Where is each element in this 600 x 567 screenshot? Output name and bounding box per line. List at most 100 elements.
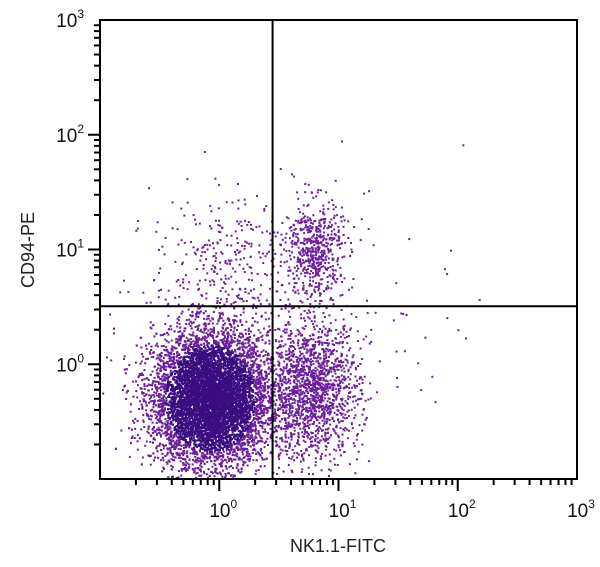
data-point [171, 459, 174, 462]
data-point [133, 437, 136, 439]
data-point [205, 362, 208, 365]
data-point [213, 365, 216, 368]
data-point [248, 387, 250, 390]
data-point [190, 404, 193, 406]
data-point [159, 364, 162, 367]
data-point [182, 343, 185, 346]
data-point [246, 352, 249, 355]
data-point [241, 426, 244, 429]
data-point [169, 363, 172, 366]
data-point [179, 454, 181, 457]
data-point [215, 432, 218, 435]
data-point [240, 470, 243, 473]
data-point [137, 376, 140, 379]
data-point [216, 444, 219, 447]
data-point [174, 379, 177, 382]
data-point [251, 400, 254, 403]
data-point [204, 406, 207, 408]
data-point [181, 310, 184, 313]
data-point [168, 422, 171, 425]
data-point [175, 435, 178, 438]
data-point [194, 318, 197, 321]
data-point [195, 406, 198, 409]
data-point [256, 321, 259, 324]
data-point [206, 453, 209, 455]
data-point [189, 452, 192, 455]
data-point [165, 397, 168, 400]
data-point [196, 325, 199, 328]
data-point [253, 385, 256, 388]
data-point [161, 397, 163, 400]
data-point [226, 318, 229, 321]
data-point [177, 448, 180, 450]
data-point [255, 469, 258, 472]
data-point [174, 447, 177, 450]
data-point [178, 430, 181, 432]
data-point [189, 408, 192, 411]
data-point [231, 406, 234, 409]
data-point [241, 442, 244, 445]
data-point [247, 329, 250, 332]
data-point [270, 368, 273, 371]
data-point [234, 438, 237, 441]
data-point [168, 460, 171, 463]
data-point [145, 440, 148, 443]
data-point [252, 419, 255, 421]
data-point [192, 334, 195, 337]
data-point [164, 362, 167, 365]
data-point [159, 396, 162, 399]
data-point [102, 392, 105, 395]
data-point [192, 340, 195, 343]
data-point [262, 376, 265, 379]
data-point [235, 381, 238, 384]
data-point [162, 447, 165, 450]
data-point [198, 363, 201, 365]
data-point [220, 438, 222, 441]
data-point [199, 468, 202, 471]
data-point [160, 429, 163, 432]
data-point [230, 408, 233, 411]
data-point [221, 475, 224, 478]
data-point [234, 415, 237, 418]
data-point [225, 356, 228, 359]
data-point [205, 424, 208, 427]
data-point [235, 320, 238, 323]
data-point [184, 366, 187, 369]
data-point [173, 364, 176, 367]
data-point [232, 429, 235, 432]
data-point [270, 421, 273, 424]
data-point [234, 350, 237, 353]
data-point [228, 358, 231, 361]
data-point [187, 391, 190, 394]
data-point [155, 394, 158, 397]
data-point [199, 432, 202, 435]
data-point [257, 432, 260, 435]
data-point [209, 387, 212, 390]
data-point [150, 356, 153, 359]
data-point [186, 355, 189, 358]
data-point [243, 355, 246, 358]
data-point [212, 358, 215, 361]
data-point [160, 389, 163, 392]
data-point [209, 452, 211, 455]
data-point [229, 381, 232, 384]
data-point [179, 433, 182, 436]
data-point [139, 400, 142, 403]
data-point [215, 341, 217, 344]
data-point [213, 475, 216, 478]
data-point [168, 425, 171, 428]
data-point [219, 352, 221, 355]
data-point [224, 364, 227, 367]
data-point [251, 452, 254, 454]
data-point [181, 345, 184, 348]
data-point [179, 369, 182, 372]
data-point [179, 375, 182, 378]
data-point [179, 432, 182, 435]
data-point [148, 417, 151, 420]
data-point [234, 458, 237, 461]
data-point [219, 339, 222, 342]
data-point [251, 436, 254, 439]
data-point [128, 364, 131, 367]
data-point [258, 398, 261, 400]
data-point [261, 389, 264, 392]
